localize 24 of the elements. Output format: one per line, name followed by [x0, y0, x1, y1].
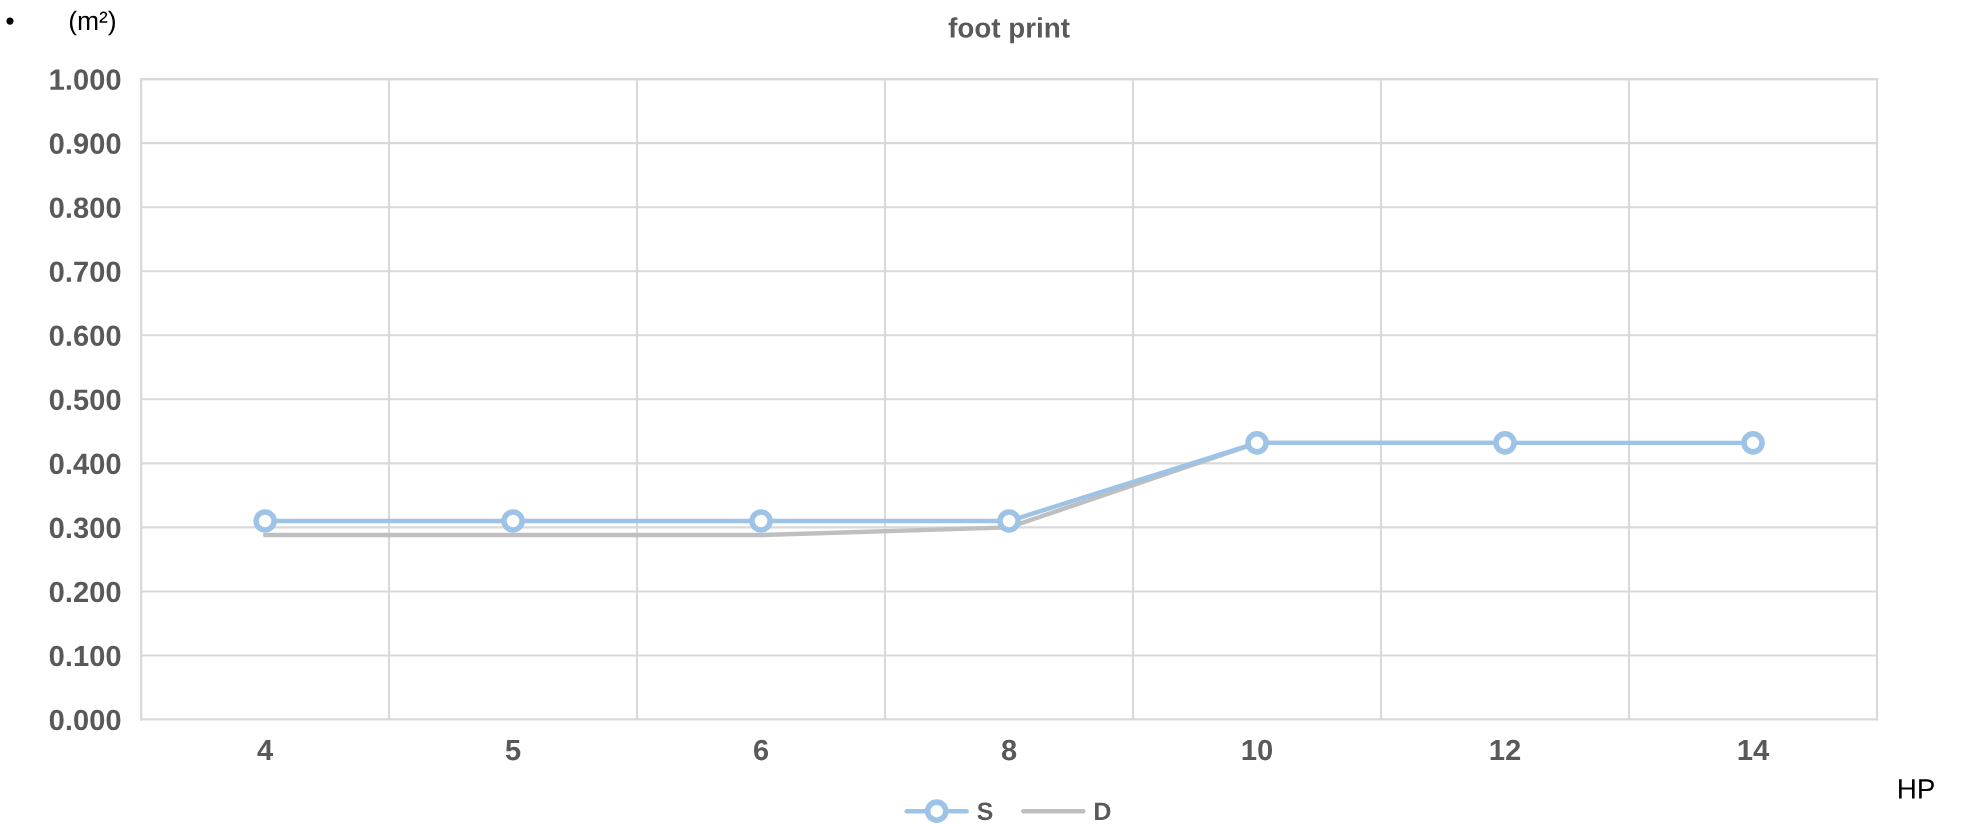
x-tick-label: 12	[1490, 739, 1521, 761]
y-tick-label: 0.700	[49, 261, 121, 283]
y-axis-title: (m²)	[69, 10, 115, 36]
y-tick-label: 0.900	[49, 133, 121, 154]
y-tick-label: 0.200	[49, 581, 121, 603]
x-tick-label: 5	[505, 740, 521, 761]
y-tick-label: 0.000	[49, 709, 121, 731]
y-tick-label: 0.800	[49, 197, 121, 219]
legend-label: S	[977, 802, 993, 821]
text: •	[6, 17, 14, 25]
y-tick-label: 0.100	[49, 645, 121, 667]
x-tick-label: 4	[257, 740, 274, 761]
y-tick-label: 0.400	[49, 453, 121, 475]
y-tick-label: 1.000	[50, 69, 121, 90]
y-tick-label: 0.300	[49, 517, 121, 539]
y-tick-label: 0.500	[49, 389, 121, 411]
x-axis-title: HP	[1899, 779, 1934, 799]
legend-label: D	[1095, 802, 1111, 820]
x-tick-label: 6	[754, 739, 769, 761]
x-tick-label: 14	[1738, 740, 1770, 761]
chart-title: foot print	[948, 17, 1070, 44]
x-tick-label: 8	[1001, 739, 1017, 761]
y-tick-label: 0.600	[49, 325, 121, 347]
x-tick-label: 10	[1242, 739, 1273, 761]
